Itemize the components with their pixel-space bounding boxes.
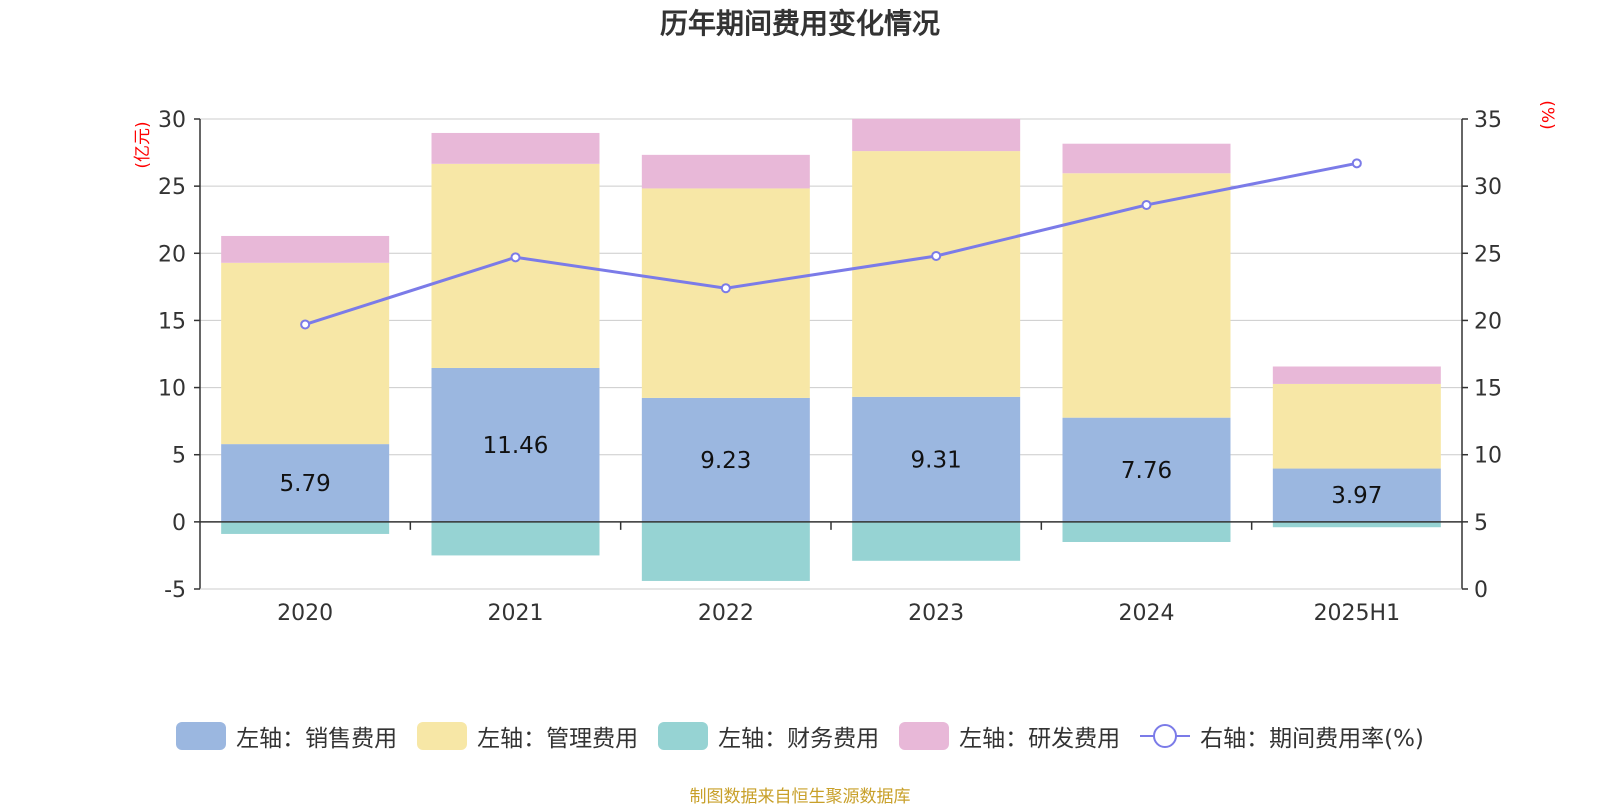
bar-admin <box>221 262 390 445</box>
legend-label: 左轴：管理费用 <box>477 726 639 752</box>
rate-point <box>300 319 311 330</box>
legend: 左轴：销售费用 左轴：管理费用 左轴：财务费用 左轴：研发费用 右轴：期间费用率(%) <box>0 716 1600 756</box>
bar-label-sales: 7.76 <box>1121 458 1172 484</box>
right-tick-label: 0 <box>1474 578 1488 603</box>
rate-line <box>304 161 1358 326</box>
x-tick-label: 2023 <box>908 601 964 626</box>
right-tick-label: 20 <box>1474 309 1502 334</box>
bar-sales <box>852 396 1021 522</box>
legend-item-sales[interactable]: 左轴：销售费用 <box>176 719 397 753</box>
grid-lines <box>200 118 1462 590</box>
bar-sales <box>641 397 810 522</box>
legend-swatch <box>417 722 468 750</box>
bar-finance <box>221 521 390 534</box>
bar-rnd <box>431 132 600 164</box>
bar-label-sales: 5.79 <box>280 471 331 497</box>
right-axis-unit: (%) <box>1537 100 1557 129</box>
legend-label: 左轴：研发费用 <box>959 726 1121 752</box>
legend-swatch <box>176 722 227 750</box>
left-tick-label: 10 <box>158 377 186 402</box>
legend-label: 左轴：销售费用 <box>236 726 398 752</box>
rate-point <box>931 250 942 261</box>
bar-rnd <box>641 154 810 189</box>
rate-point <box>510 252 521 263</box>
bar-finance <box>431 521 600 556</box>
x-tick-label: 2022 <box>698 601 754 626</box>
bar-sales <box>221 444 390 522</box>
bar-label-sales: 9.23 <box>700 448 751 474</box>
rate-point <box>1351 158 1362 169</box>
bar-stacks <box>221 118 1441 581</box>
bar-finance <box>1272 521 1441 528</box>
right-tick-label: 10 <box>1474 444 1502 469</box>
legend-item-admin[interactable]: 左轴：管理费用 <box>417 719 638 753</box>
right-tick-label: 30 <box>1474 175 1502 200</box>
left-tick-label: -5 <box>164 578 186 603</box>
bar-finance <box>852 521 1021 561</box>
right-tick-label: 25 <box>1474 242 1502 267</box>
legend-label: 右轴：期间费用率(%) <box>1200 726 1424 752</box>
bar-sales <box>1062 417 1231 522</box>
legend-swatch <box>658 722 709 750</box>
bar-label-sales: 9.31 <box>911 447 962 473</box>
bar-finance <box>641 521 810 581</box>
left-tick-label: 25 <box>158 175 186 200</box>
left-tick-label: 5 <box>172 444 186 469</box>
axes: -5 0 5 10 15 20 25 30 0 5 10 15 20 25 30 35 2020 2021 2022… <box>133 100 1557 626</box>
legend-item-rnd[interactable]: 左轴：研发费用 <box>899 719 1120 753</box>
left-tick-label: 15 <box>158 309 186 334</box>
x-tick-label: 2021 <box>488 601 544 626</box>
left-tick-label: 20 <box>158 242 186 267</box>
legend-item-rate[interactable]: 右轴：期间费用率(%) <box>1140 719 1424 753</box>
bar-admin <box>1062 173 1231 418</box>
bar-label-sales: 3.97 <box>1331 483 1382 509</box>
bar-rnd <box>221 235 390 263</box>
left-tick-label: 0 <box>172 511 186 536</box>
bar-finance <box>1062 521 1231 542</box>
x-tick-label: 2024 <box>1119 601 1175 626</box>
right-tick-label: 15 <box>1474 377 1502 402</box>
right-tick-label: 35 <box>1474 108 1502 133</box>
legend-swatch <box>899 722 950 750</box>
rate-point <box>720 283 731 294</box>
bar-label-sales: 11.46 <box>483 433 549 459</box>
bar-admin <box>1272 383 1441 469</box>
source-note: 制图数据来自恒生聚源数据库 <box>689 787 911 807</box>
rate-point <box>1141 199 1152 210</box>
legend-line-marker <box>1140 722 1191 750</box>
x-tick-label: 2020 <box>277 601 333 626</box>
bar-rnd <box>1272 366 1441 384</box>
rate-line-layer <box>300 158 1362 330</box>
bar-rnd <box>852 118 1021 152</box>
bar-sales <box>431 367 600 522</box>
bar-admin <box>852 151 1021 397</box>
bar-rnd <box>1062 143 1231 174</box>
data-labels: 5.79 11.46 9.23 9.31 7.76 3.97 <box>280 433 1383 509</box>
legend-item-finance[interactable]: 左轴：财务费用 <box>658 719 879 753</box>
right-tick-label: 5 <box>1474 511 1488 536</box>
bar-sales <box>1272 468 1441 522</box>
legend-label: 左轴：财务费用 <box>718 726 880 752</box>
chart-title: 历年期间费用变化情况 <box>659 7 940 40</box>
x-tick-label: 2025H1 <box>1314 601 1401 626</box>
left-axis-unit: (亿元) <box>133 121 153 168</box>
left-tick-label: 30 <box>158 108 186 133</box>
